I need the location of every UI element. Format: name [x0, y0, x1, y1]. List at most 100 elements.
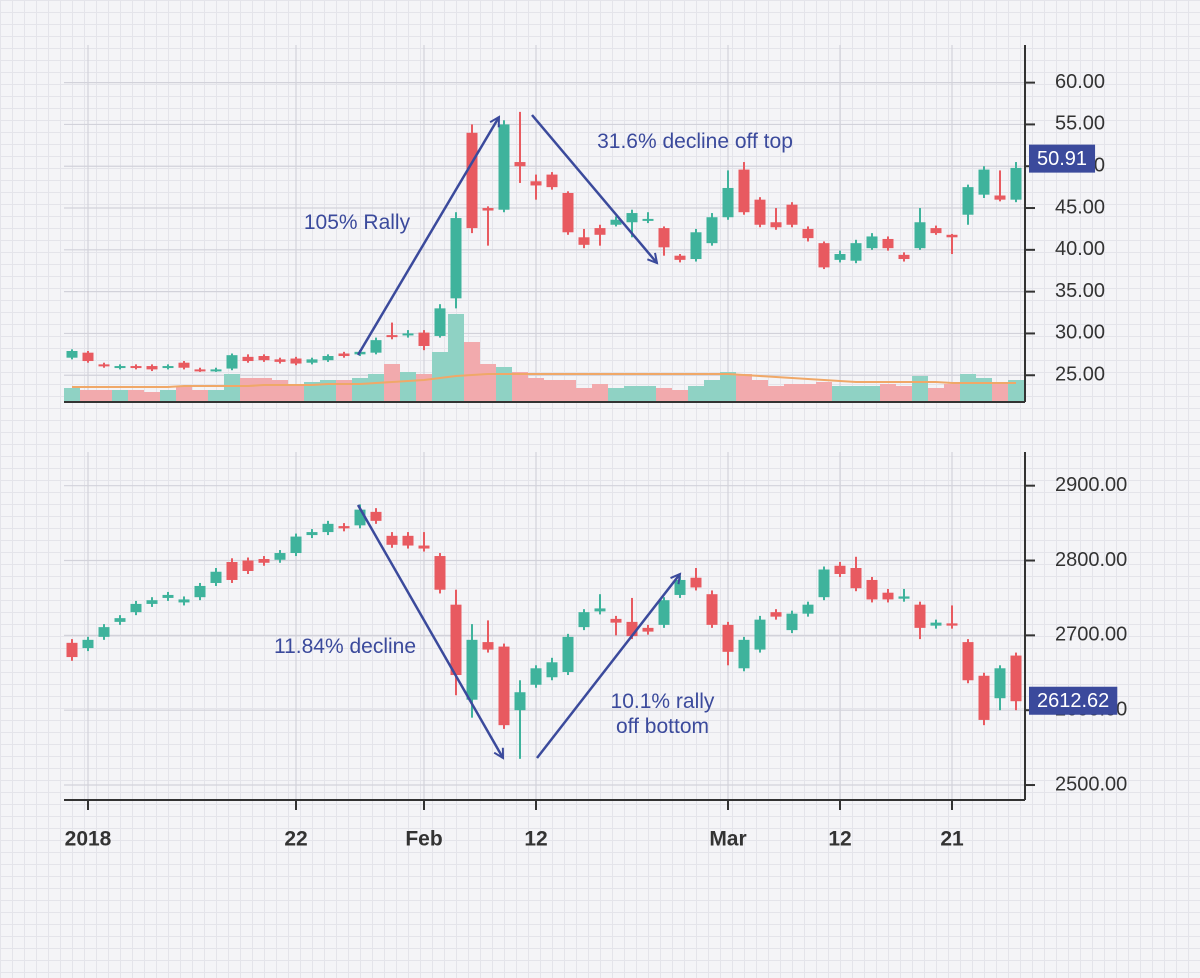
candle-body [946, 234, 958, 238]
candle-body [290, 358, 302, 364]
volume-bar [672, 390, 688, 402]
volume-average-line [72, 373, 1016, 388]
y-tick-label: 40.00 [1055, 238, 1105, 260]
candle-body [162, 366, 174, 369]
volume-bar [64, 388, 80, 402]
candle-body [98, 364, 110, 367]
candle-body [802, 228, 814, 239]
y-tick-label: 2800.00 [1055, 549, 1127, 571]
candle-body [866, 236, 878, 249]
candle-body [834, 565, 846, 574]
candle-body [210, 369, 222, 372]
candle-body [978, 675, 990, 720]
candle-body [594, 228, 606, 235]
candle-body [498, 646, 510, 726]
candle-body [306, 359, 318, 363]
x-tick-label: 21 [940, 828, 964, 851]
volume-bar [656, 388, 672, 402]
volume-bar [720, 372, 736, 402]
last-price-tag [1029, 144, 1096, 173]
volume-bar [80, 390, 96, 402]
volume-bar [928, 388, 944, 402]
volume-bar [1008, 380, 1024, 402]
candle-body [82, 352, 94, 362]
arrow [536, 574, 680, 759]
candle-body [690, 577, 702, 588]
volume-bar [896, 386, 912, 402]
candle-body [322, 523, 334, 533]
candle-body [946, 623, 958, 626]
candle-body [994, 195, 1006, 200]
candle-body [1010, 655, 1022, 702]
volume-bar [272, 380, 288, 402]
candle-body [754, 619, 766, 650]
marks-layer [64, 111, 1024, 759]
candle-body [434, 308, 446, 336]
grid-layer [64, 45, 1025, 800]
x-tick-label: 12 [828, 828, 851, 851]
volume-bar [112, 390, 128, 402]
candle-body [706, 594, 718, 625]
volume-bar [800, 384, 816, 402]
y-tick-label: 2900.00 [1055, 474, 1127, 496]
candle-body [706, 217, 718, 244]
candle-body [834, 254, 846, 260]
candle-body [674, 579, 686, 595]
candle-body [386, 535, 398, 545]
candle-body [754, 199, 766, 225]
volume-bar [352, 378, 368, 402]
candle-body [402, 333, 414, 336]
candle-body [626, 213, 638, 223]
candle-body [770, 612, 782, 617]
candle-body [482, 642, 494, 650]
candle-body [386, 335, 398, 338]
volume-bar [592, 384, 608, 402]
volume-bar [208, 390, 224, 402]
volume-bar [400, 372, 416, 402]
candle-body [594, 608, 606, 612]
candle-body [114, 618, 126, 622]
candle-body [498, 124, 510, 210]
candle-body [722, 624, 734, 652]
volume-bar [912, 376, 928, 402]
annotation: 10.1% rally off bottom [610, 690, 715, 738]
candle-body [354, 509, 366, 526]
volume-bar [192, 390, 208, 402]
candle-body [514, 162, 526, 167]
volume-bar [848, 386, 864, 402]
candle-body [882, 592, 894, 600]
candle-body [258, 559, 270, 563]
candle-body [130, 603, 142, 613]
candle-body [722, 187, 734, 218]
candle-body [418, 332, 430, 346]
volume-bar [752, 380, 768, 402]
candle-body [466, 132, 478, 229]
candle-body [738, 639, 750, 669]
volume-bar [528, 378, 544, 402]
candle-body [258, 356, 270, 361]
candle-body [162, 594, 174, 598]
candle-body [98, 627, 110, 637]
candle-body [242, 356, 254, 362]
candle-body [66, 351, 78, 358]
volume-bar [256, 378, 272, 402]
last-price-tag [1029, 686, 1118, 715]
candle-body [418, 545, 430, 549]
volume-bar [416, 374, 432, 402]
candle-body [898, 596, 910, 599]
volume-bar [624, 386, 640, 402]
candle-body [562, 636, 574, 673]
candle-body [866, 579, 878, 600]
annotation: 31.6% decline off top [597, 130, 793, 153]
arrows [356, 114, 680, 759]
candle-body [210, 571, 222, 583]
candle-body [178, 362, 190, 368]
volume-bar [784, 384, 800, 402]
volume-bar [224, 374, 240, 402]
candle-body [146, 600, 158, 604]
volume-bar [976, 378, 992, 402]
candle-body [450, 218, 462, 299]
volume-bar [448, 314, 464, 402]
candle-body [274, 359, 286, 362]
